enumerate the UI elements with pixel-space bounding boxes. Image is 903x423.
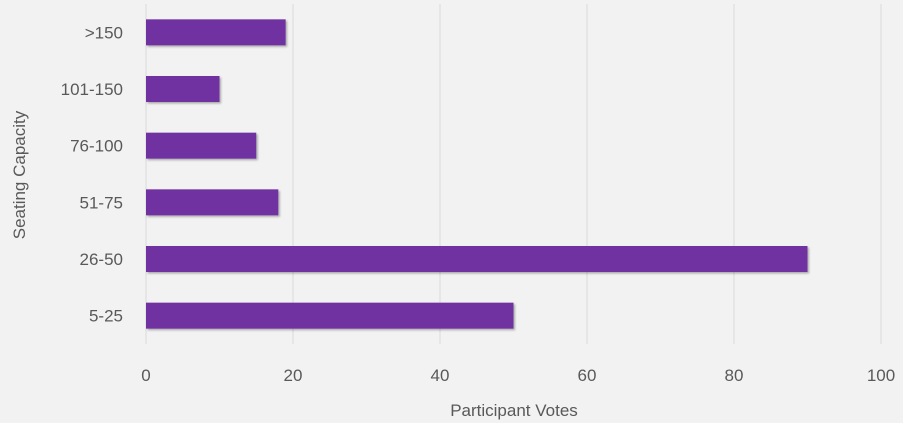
y-axis-ticks: 5-25 26-50 51-75 76-100 101-150 >150 (61, 23, 123, 325)
x-axis-ticks: 0 20 40 60 80 100 (141, 366, 895, 385)
y-tick-label: 51-75 (80, 193, 123, 212)
y-tick-label: 5-25 (89, 307, 123, 326)
bar-101-150 (146, 76, 220, 102)
bar-76-100 (146, 132, 257, 159)
x-axis-title: Participant Votes (450, 401, 578, 420)
y-tick-label: 26-50 (80, 250, 123, 269)
bar->150 (146, 19, 286, 46)
bar-26-50 (146, 246, 808, 272)
x-tick-label: 100 (867, 366, 895, 385)
y-axis-title: Seating Capacity (10, 110, 29, 239)
x-tick-label: 0 (141, 366, 150, 385)
y-tick-label: >150 (85, 23, 123, 42)
bars (146, 19, 808, 329)
bar-51-75 (146, 189, 279, 216)
x-tick-label: 60 (578, 366, 597, 385)
y-tick-label: 101-150 (61, 80, 123, 99)
bar-5-25 (146, 302, 514, 329)
x-tick-label: 20 (284, 366, 303, 385)
x-tick-label: 40 (431, 366, 450, 385)
x-tick-label: 80 (725, 366, 744, 385)
y-tick-label: 76-100 (70, 137, 123, 156)
grid-lines (145, 4, 882, 344)
